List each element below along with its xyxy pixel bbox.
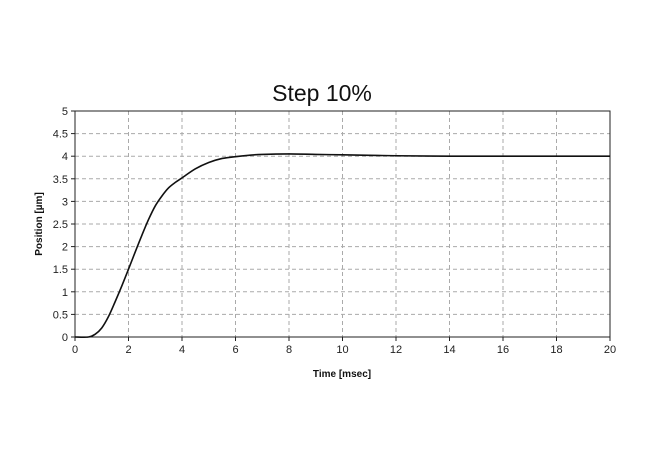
x-tick-label: 12: [390, 344, 402, 356]
y-tick-label: 3: [62, 196, 68, 208]
x-tick-label: 10: [336, 344, 348, 356]
axis-ticks: 0 2 4 6 8 10 12 14 16 18 20 0 0.5 1 1.5 2 2.5 3 3.5 4 4.5 5: [53, 106, 616, 356]
x-tick-label: 14: [443, 344, 455, 356]
x-tick-label: 18: [550, 344, 562, 356]
y-tick-label: 2.5: [53, 219, 68, 231]
y-axis-label: Position [µm]: [34, 192, 45, 256]
series-line: [74, 153, 610, 338]
y-tick-label: 2: [62, 242, 68, 254]
x-tick-label: 8: [286, 344, 292, 356]
y-tick-label: 1.5: [53, 264, 68, 276]
y-tick-label: 1: [62, 287, 68, 299]
x-tick-label: 20: [604, 344, 616, 356]
y-tick-label: 0.5: [53, 309, 68, 321]
x-tick-label: 6: [232, 344, 238, 356]
x-tick-label: 0: [72, 344, 78, 356]
y-tick-label: 4: [62, 151, 68, 163]
grid: [75, 111, 610, 337]
chart-title: Step 10%: [272, 80, 372, 106]
y-tick-label: 5: [62, 106, 68, 118]
y-tick-label: 4.5: [53, 129, 68, 141]
x-axis-label: Time [msec]: [313, 369, 371, 380]
y-tick-label: 3.5: [53, 174, 68, 186]
x-tick-label: 2: [125, 344, 131, 356]
y-tick-label: 0: [62, 332, 68, 344]
x-tick-label: 16: [497, 344, 509, 356]
x-tick-label: 4: [179, 344, 185, 356]
